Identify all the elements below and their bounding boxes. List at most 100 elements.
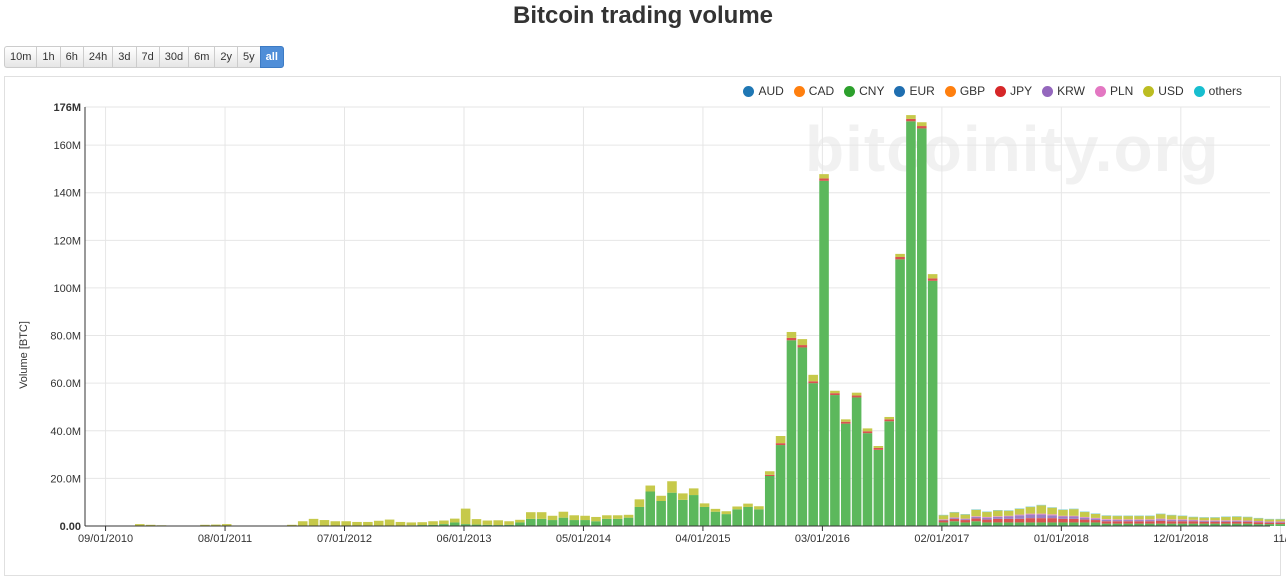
legend-item-pln[interactable]: PLN — [1094, 84, 1134, 98]
bar-segment-usd — [1231, 516, 1242, 521]
bar-segment-cny — [1275, 524, 1285, 526]
legend-item-usd[interactable]: USD — [1143, 84, 1184, 98]
bar-segment-cny — [1079, 522, 1090, 526]
range-button-7d[interactable]: 7d — [135, 46, 159, 68]
range-button-6h[interactable]: 6h — [59, 46, 83, 68]
bar-stack — [1199, 517, 1209, 526]
range-button-5y[interactable]: 5y — [237, 46, 260, 68]
bar-segment-pln — [1231, 520, 1242, 521]
bar-stack — [135, 524, 145, 526]
legend-item-krw[interactable]: KRW — [1042, 84, 1085, 98]
bar-segment-cny — [471, 524, 482, 526]
bar-stack — [732, 506, 742, 526]
legend-swatch — [844, 85, 856, 97]
bar-segment-jpy — [764, 474, 775, 477]
bar-segment-usd — [1188, 516, 1199, 520]
bar-segment-pln — [1069, 515, 1079, 517]
bar-segment-others — [982, 511, 992, 513]
bar-segment-cny — [830, 395, 840, 526]
bar-segment-pln — [960, 518, 971, 520]
range-button-all[interactable]: all — [259, 46, 284, 68]
x-tick-label: 11/01/2019 — [1273, 533, 1286, 545]
bar-segment-others — [1134, 515, 1144, 517]
bar-stack — [308, 518, 319, 526]
bar-stack — [515, 519, 525, 526]
legend-item-gbp[interactable]: GBP — [944, 84, 985, 98]
bar-segment-usd — [786, 331, 797, 338]
bar-segment-pln — [1242, 520, 1253, 522]
range-button-10m[interactable]: 10m — [4, 46, 37, 68]
bar-segment-usd — [851, 392, 862, 396]
legend-label: PLN — [1109, 84, 1134, 98]
bar-stack — [721, 511, 732, 526]
bar-segment-krw — [1036, 514, 1047, 519]
range-button-30d[interactable]: 30d — [158, 46, 189, 68]
bar-stack — [982, 511, 992, 526]
bar-segment-usd — [602, 515, 612, 519]
bar-segment-pln — [971, 516, 981, 517]
bar-segment-usd — [1155, 513, 1166, 519]
bar-segment-jpy — [1036, 518, 1047, 523]
bar-stack — [786, 331, 797, 526]
y-tick-label: 0.00 — [60, 521, 81, 533]
legend-label: CAD — [808, 84, 835, 98]
legend-item-eur[interactable]: EUR — [894, 84, 935, 98]
bar-segment-usd — [526, 512, 536, 519]
bar-segment-jpy — [1199, 521, 1209, 524]
bar-segment-pln — [1166, 519, 1177, 521]
bar-segment-pln — [1199, 520, 1209, 521]
bar-stack — [1210, 517, 1220, 526]
bar-segment-usd — [221, 524, 232, 526]
bar-segment-cny — [1155, 523, 1166, 526]
bar-segment-jpy — [884, 419, 894, 422]
bar-stack — [1231, 516, 1242, 526]
bar-segment-cny — [1210, 523, 1220, 526]
bar-segment-usd — [775, 436, 786, 444]
bar-stack — [688, 488, 699, 526]
bar-segment-others — [1221, 516, 1231, 518]
bar-segment-usd — [406, 522, 417, 526]
bar-segment-jpy — [1177, 521, 1188, 524]
bar-segment-others — [1177, 515, 1188, 517]
bar-segment-jpy — [1145, 521, 1155, 524]
bar-segment-others — [1112, 515, 1123, 517]
bar-segment-cny — [1090, 522, 1101, 526]
bar-segment-others — [1003, 510, 1014, 511]
bar-segment-usd — [1253, 518, 1264, 522]
bar-segment-jpy — [938, 520, 949, 523]
range-button-3d[interactable]: 3d — [112, 46, 136, 68]
legend-item-cny[interactable]: CNY — [844, 84, 884, 98]
range-button-1h[interactable]: 1h — [36, 46, 60, 68]
bar-segment-others — [1188, 516, 1199, 518]
bar-stack — [1188, 516, 1199, 526]
bar-segment-others — [1275, 518, 1285, 520]
bar-stack — [938, 514, 949, 526]
bar-segment-krw — [938, 519, 949, 521]
bar-segment-pln — [1003, 515, 1014, 517]
bar-stack — [580, 515, 590, 526]
bar-stack — [526, 512, 536, 526]
legend-item-others[interactable]: others — [1193, 84, 1242, 98]
bar-segment-krw — [1155, 519, 1166, 521]
range-button-2y[interactable]: 2y — [214, 46, 238, 68]
bar-segment-cny — [938, 522, 949, 526]
range-button-6m[interactable]: 6m — [188, 46, 215, 68]
bar-segment-cny — [1221, 523, 1231, 526]
bar-segment-usd — [493, 520, 503, 526]
bar-segment-jpy — [927, 278, 938, 281]
bar-stack — [906, 115, 916, 526]
bar-segment-usd — [699, 503, 710, 507]
bar-segment-usd — [591, 516, 601, 522]
bar-segment-others — [949, 511, 960, 513]
bar-segment-krw — [1090, 518, 1101, 521]
bar-segment-jpy — [830, 393, 840, 396]
legend-item-aud[interactable]: AUD — [743, 84, 784, 98]
bar-stack — [830, 390, 840, 526]
bar-segment-usd — [449, 518, 460, 523]
legend-item-jpy[interactable]: JPY — [995, 84, 1032, 98]
range-button-24h[interactable]: 24h — [82, 46, 113, 68]
bar-segment-usd — [971, 509, 981, 517]
legend-item-cad[interactable]: CAD — [793, 84, 835, 98]
legend-label: AUD — [758, 84, 784, 98]
